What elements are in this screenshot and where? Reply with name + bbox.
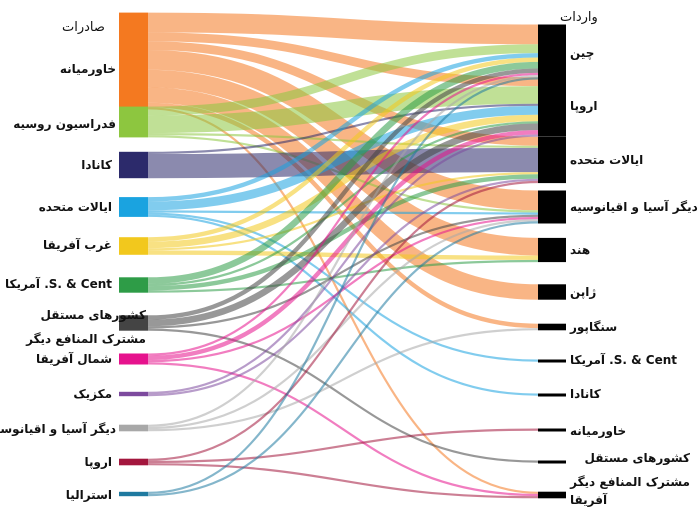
- target-node: [538, 460, 566, 464]
- flow-link: [147, 12, 539, 45]
- target-node: [538, 491, 566, 499]
- flow-link: [147, 44, 539, 116]
- target-node: [538, 136, 566, 184]
- flow-link: [147, 57, 539, 242]
- flow-link: [147, 328, 539, 432]
- source-node: [119, 458, 148, 466]
- flow-link: [147, 68, 539, 320]
- flow-link: [147, 147, 539, 179]
- source-label-russia: فدراسیون روسیه: [13, 117, 116, 131]
- flow-link: [147, 172, 539, 251]
- target-node: [538, 359, 566, 363]
- target-node: [538, 77, 566, 137]
- source-node: [119, 151, 148, 179]
- flow-link: [147, 219, 539, 430]
- source-node: [119, 491, 148, 497]
- exports-header: صادرات: [62, 20, 105, 35]
- flow-link: [147, 259, 539, 293]
- source-label-mexico: مکزیک: [73, 387, 112, 401]
- target-node: [538, 428, 566, 432]
- flow-link: [147, 174, 539, 291]
- source-label-s-cent-america: S. & Cent. آمریکا: [5, 277, 112, 291]
- source-node: [119, 315, 148, 331]
- flow-link: [147, 75, 539, 427]
- flow-link: [147, 123, 539, 327]
- target-label-s-cent-america: S. & Cent. آمریکا: [570, 353, 677, 367]
- source-label-canada: کانادا: [81, 158, 112, 172]
- target-node: [538, 284, 566, 300]
- flow-link: [147, 463, 539, 499]
- target-label-other-cis: کشورهای مستقل مشترک المنافع دیگر: [570, 451, 690, 489]
- target-label-middle-east: خاورمیانه: [570, 424, 627, 438]
- source-node: [119, 353, 148, 365]
- flow-link: [147, 250, 539, 260]
- target-label-africa: آفریقا: [570, 493, 608, 507]
- source-node: [119, 391, 148, 397]
- target-node: [538, 24, 566, 80]
- target-label-united-states: ایالات متحده: [570, 153, 644, 167]
- target-label-india: هند: [570, 243, 591, 257]
- source-node: [119, 106, 148, 138]
- target-label-japan: ژاپن: [570, 285, 597, 299]
- source-label-middle-east: خاورمیانه: [59, 62, 116, 76]
- flow-link: [147, 121, 539, 287]
- flow-link: [147, 105, 539, 211]
- flow-layer: [147, 12, 539, 499]
- source-label-australia: استرالیا: [65, 488, 112, 502]
- target-label-singapore: سنگاپور: [570, 320, 618, 334]
- flow-link: [147, 214, 539, 329]
- flow-link: [147, 428, 539, 464]
- flow-link: [147, 61, 539, 284]
- target-label-europe: اروپا: [570, 99, 598, 113]
- flow-link: [147, 114, 539, 249]
- flow-link: [147, 86, 539, 133]
- source-label-north-africa: شمال آفریقا: [35, 352, 112, 366]
- flow-link: [147, 221, 539, 497]
- source-label-west-africa: غرب آفریقا: [43, 238, 112, 252]
- flow-link: [147, 180, 539, 461]
- source-node: [119, 424, 148, 432]
- flow-link: [147, 77, 539, 494]
- source-label-other-cis: کشورهای مستقل مشترک المنافع دیگر: [26, 308, 146, 346]
- flow-link: [147, 214, 539, 396]
- source-label-united-states: ایالات متحده: [38, 200, 112, 214]
- target-node: [538, 190, 566, 224]
- flow-link: [147, 362, 539, 497]
- flow-link: [147, 216, 539, 363]
- source-node: [119, 277, 148, 293]
- flow-link: [147, 133, 539, 148]
- source-node: [119, 12, 148, 110]
- target-node: [538, 323, 566, 331]
- target-label-china: چین: [570, 46, 595, 60]
- flow-link: [147, 72, 539, 356]
- flow-link: [147, 130, 539, 361]
- target-node: [538, 237, 566, 263]
- target-label-canada: کانادا: [570, 387, 601, 401]
- flow-link: [147, 53, 539, 202]
- flow-link: [147, 134, 539, 394]
- flow-link: [147, 328, 539, 463]
- source-node: [119, 197, 148, 217]
- source-label-europe: اروپا: [84, 455, 113, 469]
- source-label-other-asia-pacific: دیگر آسیا و اقیانوسیه: [0, 422, 116, 436]
- flow-link: [147, 50, 539, 211]
- node-layer: [119, 12, 566, 499]
- imports-header: واردات: [560, 10, 598, 25]
- target-node: [538, 393, 566, 397]
- target-label-other-asia-pacific: دیگر آسیا و اقیانوسیه: [570, 200, 698, 214]
- source-node: [119, 237, 148, 255]
